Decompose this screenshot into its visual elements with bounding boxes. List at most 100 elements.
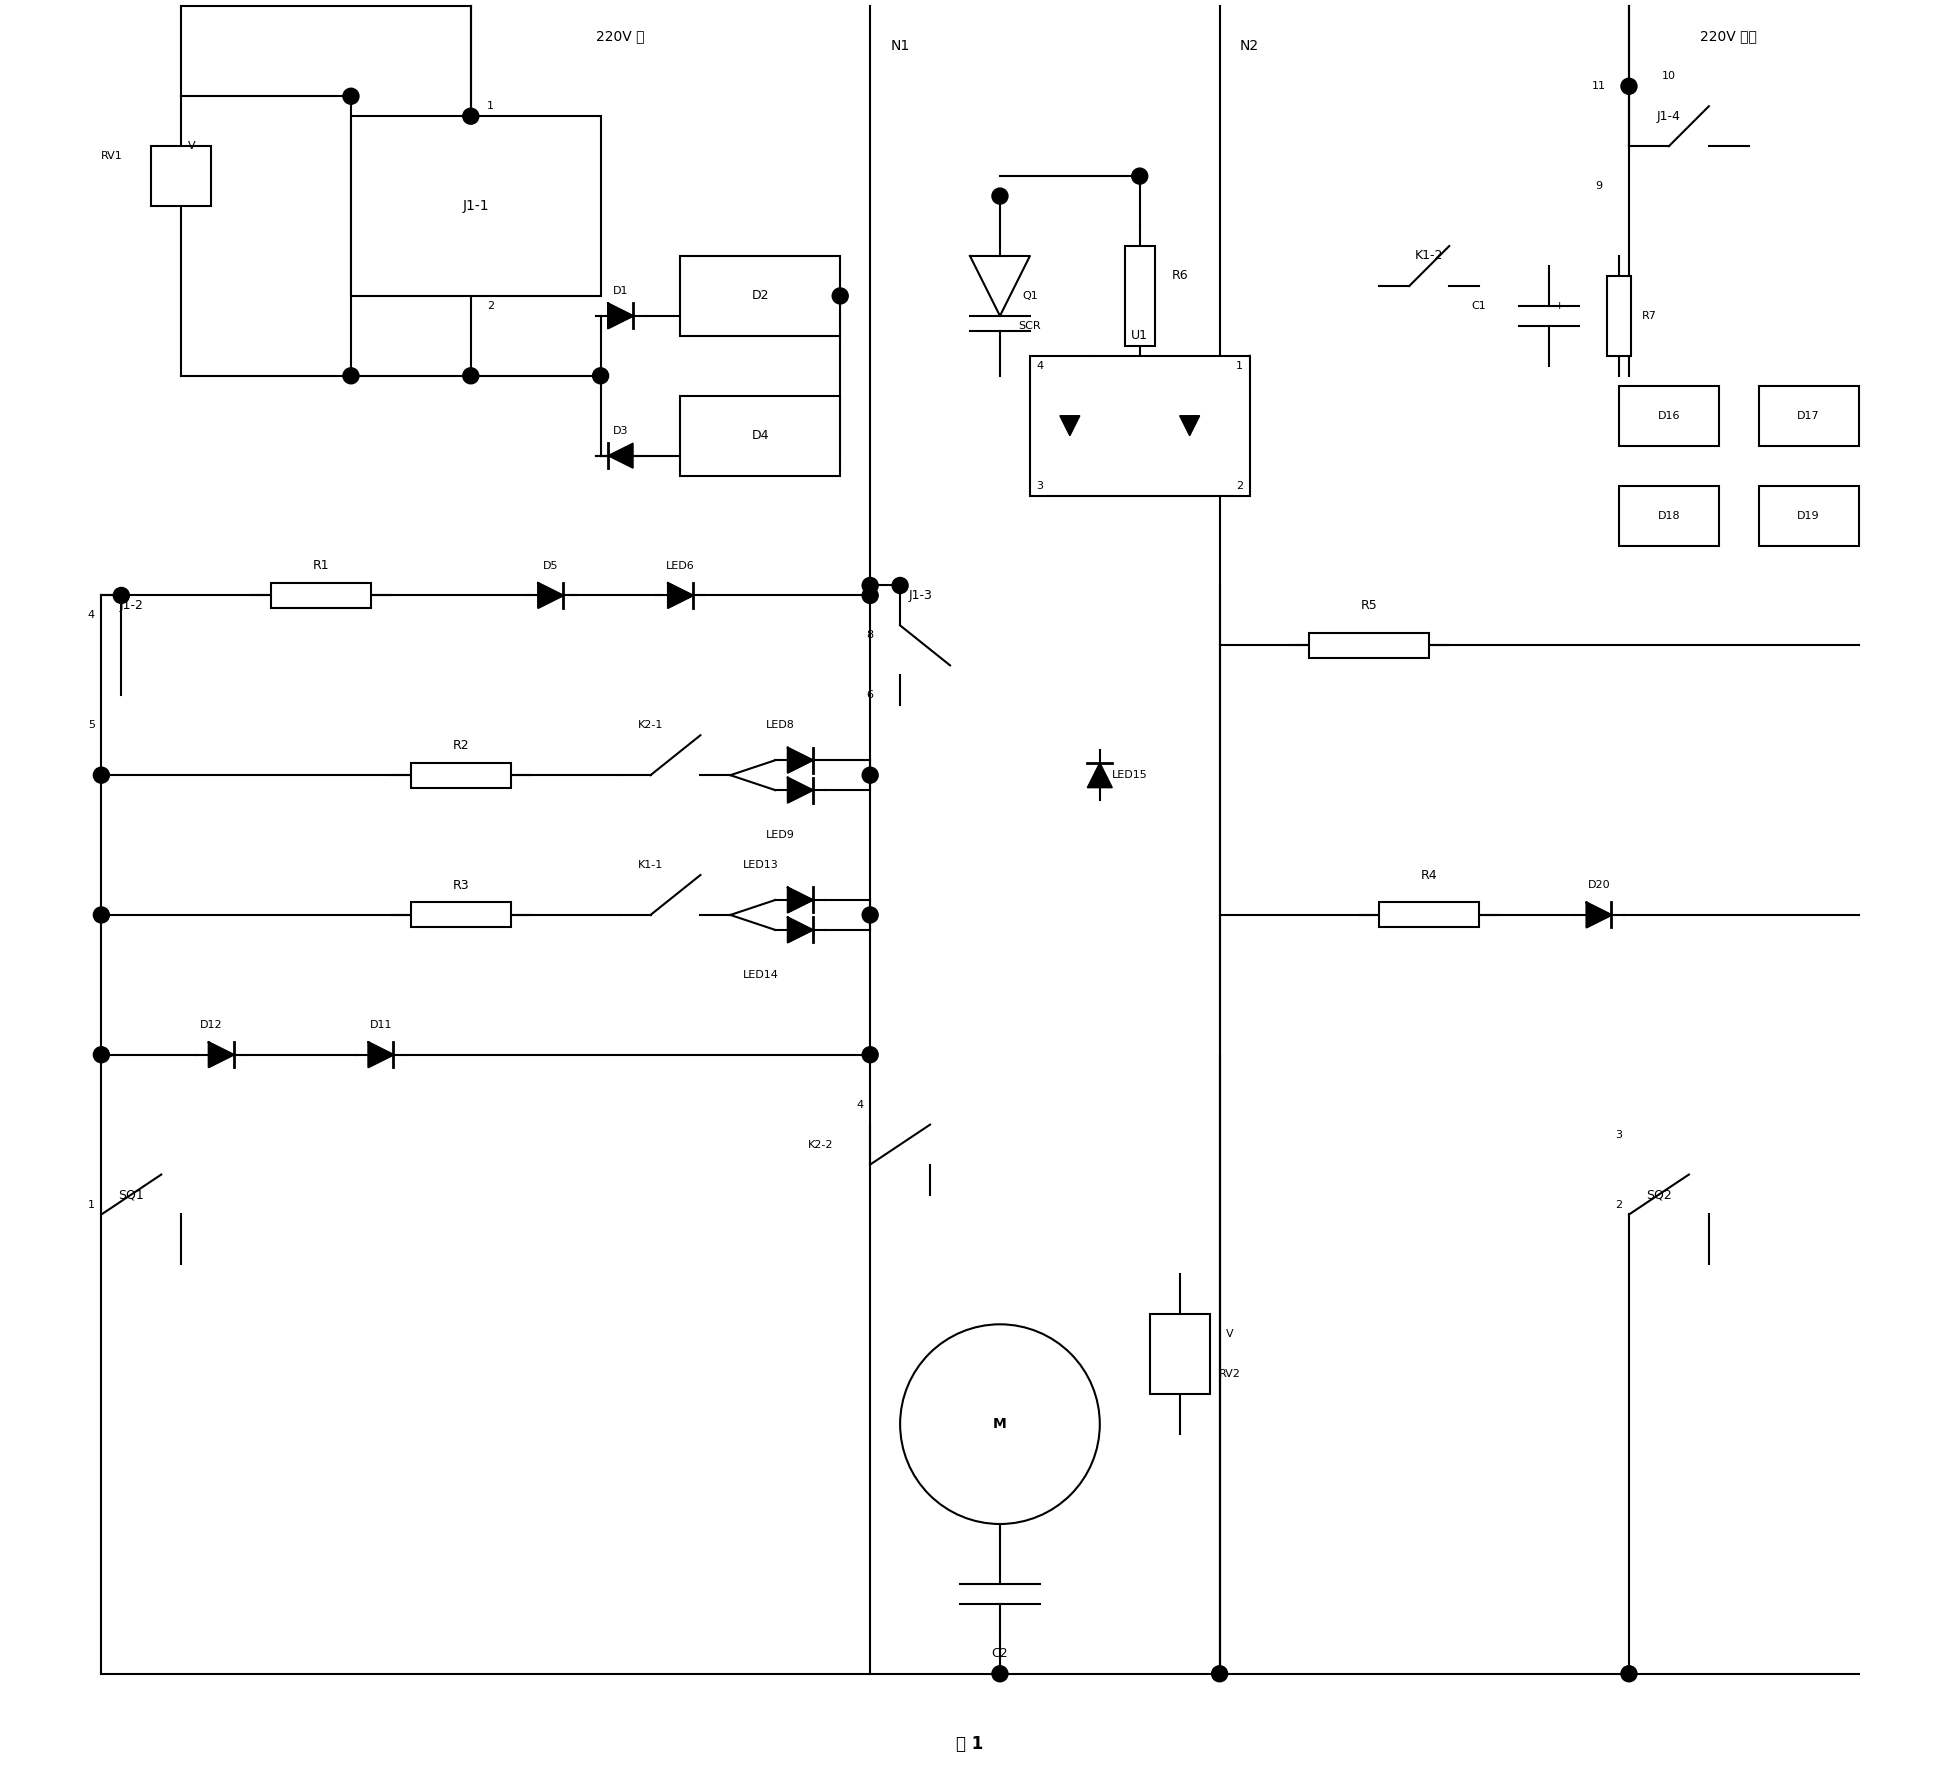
Polygon shape [788,888,814,912]
Text: 2: 2 [487,302,495,311]
Bar [1620,486,1719,545]
Polygon shape [788,747,814,772]
Text: 2: 2 [1235,481,1243,490]
Bar [1309,634,1429,659]
Text: SQ1: SQ1 [118,1187,144,1202]
Circle shape [862,907,878,923]
Bar [272,582,371,609]
Text: R6: R6 [1171,270,1189,282]
Circle shape [462,367,480,383]
Bar [680,256,841,335]
Polygon shape [788,777,814,802]
Text: SQ2: SQ2 [1647,1187,1672,1202]
Circle shape [833,288,849,304]
Bar [1150,1314,1210,1393]
Text: R5: R5 [1361,598,1377,612]
Polygon shape [538,582,563,609]
Text: C2: C2 [992,1647,1008,1660]
Circle shape [93,767,109,783]
Text: R2: R2 [452,738,470,753]
Text: 6: 6 [866,690,874,701]
Text: D17: D17 [1798,410,1820,421]
Text: R7: R7 [1641,311,1657,321]
Circle shape [1622,78,1637,94]
Text: D3: D3 [614,426,629,435]
Bar [1029,355,1249,495]
Circle shape [462,108,480,124]
Bar [1759,385,1858,446]
Bar [352,115,600,296]
Text: 4: 4 [856,1100,864,1109]
Polygon shape [1060,415,1080,435]
Text: D20: D20 [1589,880,1610,889]
Polygon shape [788,918,814,943]
Text: LED6: LED6 [666,561,695,570]
Text: N2: N2 [1241,39,1258,53]
Text: Q1: Q1 [1021,291,1037,302]
Circle shape [592,367,608,383]
Text: SCR: SCR [1020,321,1041,330]
Text: K1-2: K1-2 [1416,250,1443,263]
Circle shape [344,367,359,383]
Circle shape [862,577,878,593]
Circle shape [992,188,1008,204]
Polygon shape [1088,763,1113,788]
Polygon shape [1179,415,1200,435]
Text: D19: D19 [1798,511,1820,520]
Polygon shape [668,582,693,609]
Text: 10: 10 [1662,71,1676,82]
Text: D16: D16 [1658,410,1680,421]
Text: 1: 1 [1235,360,1243,371]
Text: 220V 主: 220V 主 [596,30,645,43]
Circle shape [93,1047,109,1063]
Text: D4: D4 [752,430,769,442]
Circle shape [1212,1665,1227,1681]
Text: +: + [1554,302,1563,311]
Text: LED8: LED8 [765,721,794,730]
Text: V: V [188,142,194,151]
Text: RV2: RV2 [1220,1369,1241,1379]
Text: 7: 7 [866,580,874,591]
Text: 4: 4 [87,611,95,621]
Text: D5: D5 [544,561,559,570]
Circle shape [992,1665,1008,1681]
Text: J1-2: J1-2 [118,598,144,612]
Text: 11: 11 [1592,82,1606,91]
Circle shape [1622,1665,1637,1681]
Polygon shape [608,304,633,328]
Text: J1-4: J1-4 [1657,110,1682,122]
Bar [1606,275,1631,355]
Text: N1: N1 [891,39,909,53]
Text: M: M [992,1416,1006,1431]
Text: U1: U1 [1132,330,1148,343]
Text: J1-1: J1-1 [462,199,489,213]
Text: 1: 1 [87,1200,95,1209]
Text: LED14: LED14 [742,969,779,980]
Text: D12: D12 [200,1021,223,1030]
Circle shape [891,577,909,593]
Text: LED9: LED9 [765,831,794,840]
Text: D1: D1 [614,286,629,296]
Polygon shape [369,1042,394,1067]
Text: 4: 4 [1037,360,1043,371]
Text: RV1: RV1 [101,151,122,162]
Polygon shape [1587,902,1612,927]
Circle shape [344,89,359,105]
Circle shape [862,767,878,783]
Bar [1759,486,1858,545]
Text: D11: D11 [369,1021,392,1030]
Text: 3: 3 [1037,481,1043,490]
Polygon shape [208,1042,233,1067]
Text: C1: C1 [1472,302,1486,311]
Circle shape [862,1047,878,1063]
Text: V: V [1225,1329,1233,1340]
Text: LED15: LED15 [1113,770,1148,781]
Text: R4: R4 [1422,868,1437,882]
Bar [412,763,511,788]
Bar [680,396,841,476]
Circle shape [862,588,878,604]
Bar [412,902,511,927]
Text: K2-1: K2-1 [637,721,662,730]
Text: J1-3: J1-3 [909,589,932,602]
Text: 2: 2 [1616,1200,1624,1209]
